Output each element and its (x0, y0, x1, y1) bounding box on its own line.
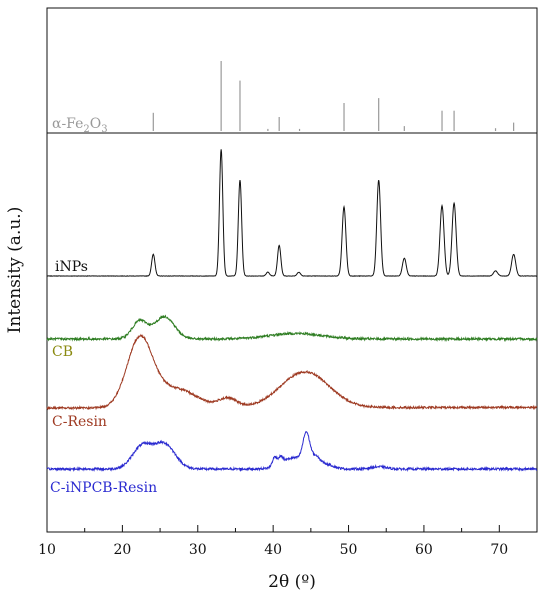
x-tick-label: 70 (490, 542, 508, 558)
series-line-cb (46, 314, 538, 343)
x-tick-label: 60 (415, 542, 433, 558)
x-axis: 10 20 30 40 50 60 70 (38, 525, 538, 558)
series-label-c-inpcb-resin: C-iNPCB-Resin (50, 480, 157, 496)
series-label-c-resin: C-Resin (52, 414, 107, 430)
x-tick-label: 30 (189, 542, 207, 558)
x-tick-label: 20 (113, 542, 131, 558)
plot-frame (46, 7, 538, 533)
x-tick-label: 40 (264, 542, 282, 558)
series-line-inps (46, 149, 538, 277)
x-tick-label: 10 (38, 542, 56, 558)
series-label-inps: iNPs (55, 259, 88, 275)
series-label-cb: CB (52, 344, 73, 360)
x-tick-label: 50 (340, 542, 358, 558)
series-line-c-resin (46, 333, 538, 411)
y-axis-title: Intensity (a.u.) (5, 207, 25, 334)
reference-pattern (152, 61, 515, 131)
reference-label: α-Fe2O3 (52, 116, 108, 135)
x-axis-title: 2θ (º) (268, 572, 316, 592)
series-line-c-inpcb-resin (46, 430, 538, 473)
series-layer (46, 149, 538, 473)
